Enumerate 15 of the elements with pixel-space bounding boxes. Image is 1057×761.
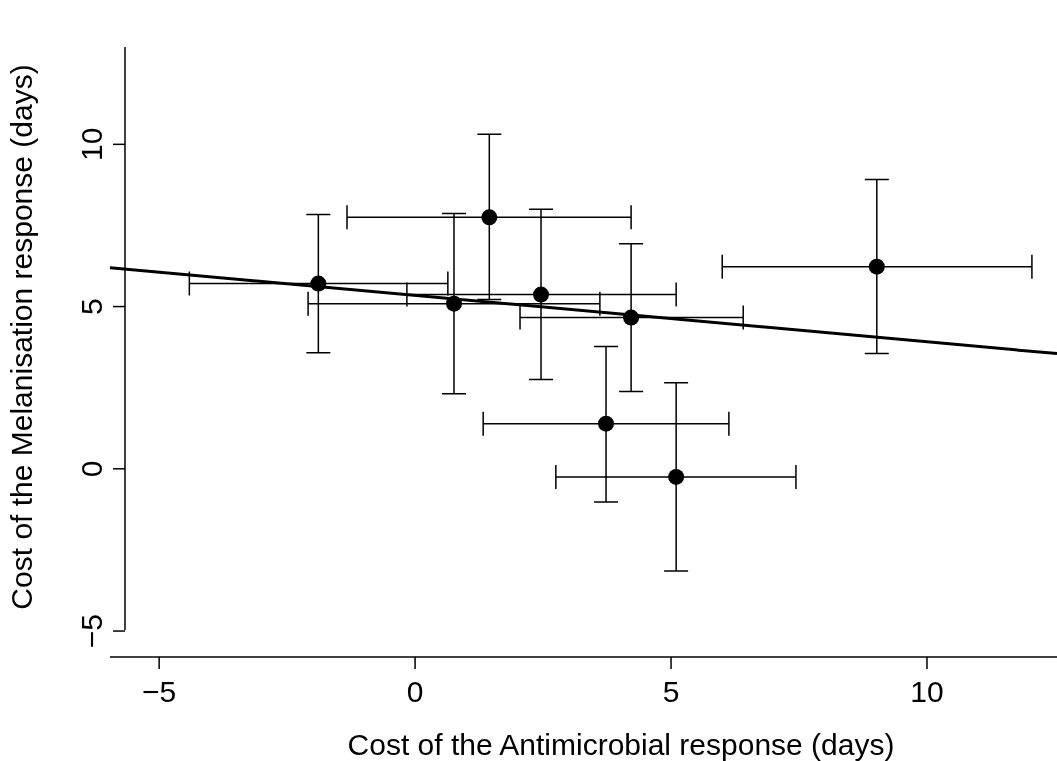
point bbox=[868, 258, 885, 275]
x-axis-title: Cost of the Antimicrobial response (days) bbox=[347, 728, 895, 761]
point bbox=[668, 468, 685, 485]
x-tick-label: 5 bbox=[662, 675, 680, 708]
point bbox=[481, 209, 498, 226]
x-tick-label: 10 bbox=[910, 675, 944, 708]
y-tick-label: −5 bbox=[75, 613, 108, 649]
y-tick-label: 10 bbox=[75, 127, 108, 162]
y-tick-label: 0 bbox=[75, 460, 108, 478]
y-tick-label: 5 bbox=[75, 298, 108, 315]
y-axis-title: Cost of the Melanisation response (days) bbox=[5, 64, 38, 610]
x-tick-label: 0 bbox=[406, 675, 424, 708]
point bbox=[533, 286, 550, 303]
point bbox=[598, 415, 615, 432]
x-tick-label: −5 bbox=[142, 675, 177, 708]
